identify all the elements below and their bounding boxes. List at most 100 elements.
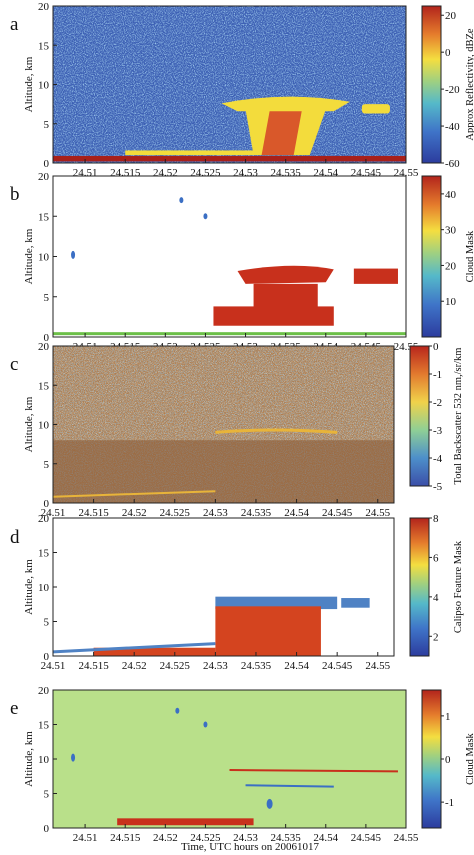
y-tick-label: 20 (38, 341, 50, 353)
colorbar (421, 5, 442, 164)
y-tick-label: 10 (38, 252, 50, 264)
panel-e-cloud-top (229, 769, 398, 773)
figure-xlabel: Time, UTC hours on 20061017 (181, 841, 320, 853)
panel-b-blob (71, 250, 76, 259)
panel-b-blob (179, 197, 184, 204)
x-tick-label: 24.53 (203, 507, 228, 519)
colorbar-tick-label: 20 (445, 10, 457, 22)
y-tick-label: 0 (44, 651, 50, 663)
x-tick-label: 24.55 (365, 660, 390, 672)
panel-c-cloud-top (215, 428, 338, 434)
colorbar-tick-label: -2 (433, 397, 442, 409)
colorbar-label: Approx Reflectivity, dBZe (465, 28, 474, 141)
panel-b-base (213, 306, 334, 326)
x-tick-label: 24.55 (365, 507, 390, 519)
y-tick-label: 15 (38, 211, 50, 223)
x-tick-label: 24.525 (190, 832, 221, 844)
x-tick-label: 24.54 (313, 832, 338, 844)
y-tick-label: 5 (44, 119, 50, 131)
x-tick-label: 24.53 (203, 660, 228, 672)
colorbar-tick-label: 8 (433, 513, 439, 525)
colorbar-label: Total Backscatter 532 nm,/sr/km (453, 348, 464, 485)
x-tick-label: 24.54 (284, 507, 309, 519)
panel-b-anvil (237, 265, 334, 284)
panel-d-low-cloud (93, 647, 216, 656)
colorbar (421, 175, 442, 338)
y-tick-label: 20 (38, 685, 50, 697)
panel-a-anvil (221, 96, 350, 112)
x-tick-label: 24.53 (233, 832, 258, 844)
panel-label: b (10, 184, 20, 205)
y-tick-label: 0 (44, 823, 50, 835)
panel-c-surface-layer (52, 490, 216, 498)
x-tick-label: 24.52 (153, 832, 178, 844)
y-tick-label: 15 (38, 40, 50, 52)
colorbar-label: Calipso Feature Mask (453, 540, 464, 633)
panel-e-layer (245, 784, 334, 788)
colorbar-tick-label: 0 (445, 754, 451, 766)
panel-e-low-cloud (117, 818, 254, 826)
x-tick-label: 24.535 (271, 832, 302, 844)
panel-d-cloud-top (215, 596, 338, 610)
panel-c-noise-upper (53, 346, 394, 441)
x-tick-label: 24.51 (41, 660, 66, 672)
colorbar-tick-label: 6 (433, 552, 439, 564)
panel-d-surface-layer (52, 642, 216, 654)
panel-d-column (215, 606, 321, 656)
x-tick-label: 24.51 (41, 507, 66, 519)
colorbar-tick-label: -5 (433, 481, 443, 493)
x-tick-label: 24.545 (322, 507, 353, 519)
x-tick-label: 24.52 (122, 507, 147, 519)
y-tick-label: 0 (44, 332, 50, 344)
colorbar-tick-label: -60 (445, 158, 460, 170)
y-tick-label: 5 (44, 292, 50, 304)
y-axis-label: Altitude, km (23, 228, 35, 284)
x-tick-label: 24.525 (160, 660, 191, 672)
colorbar-label: Cloud Mask (465, 230, 474, 282)
x-tick-label: 24.515 (78, 660, 109, 672)
panel-b-surface (53, 332, 406, 336)
colorbar-tick-label: -40 (445, 121, 460, 133)
colorbar-tick-label: 30 (445, 225, 457, 237)
panel-b: 0510152024.5124.51524.5224.52524.5324.53… (10, 171, 474, 353)
panel-e-blob (203, 721, 208, 728)
colorbar-tick-label: -1 (433, 369, 442, 381)
colorbar-tick-label: 0 (433, 341, 439, 353)
y-tick-label: 15 (38, 380, 50, 392)
x-tick-label: 24.52 (122, 660, 147, 672)
y-tick-label: 5 (44, 459, 50, 471)
colorbar-tick-label: 2 (433, 631, 439, 643)
panel-d-cloud-east (341, 598, 370, 608)
y-tick-label: 15 (38, 548, 50, 560)
y-tick-label: 10 (38, 582, 50, 594)
colorbar-tick-label: 1 (445, 711, 451, 723)
colorbar (409, 345, 430, 487)
y-tick-label: 10 (38, 420, 50, 432)
x-tick-label: 24.535 (241, 507, 272, 519)
y-tick-label: 5 (44, 789, 50, 801)
panel-c: 0 5 10 15 20 24.51 24.515 24.52 24.525 24.53 24.53… (10, 341, 464, 519)
panel-e-blob (71, 753, 76, 762)
x-tick-label: 24.54 (284, 660, 309, 672)
x-tick-label: 24.545 (351, 832, 382, 844)
x-tick-label: 24.535 (241, 660, 272, 672)
x-tick-label: 24.515 (110, 832, 141, 844)
colorbar-tick-label: 0 (445, 47, 451, 59)
panel-a-surface (53, 155, 406, 162)
panel-label: d (10, 527, 20, 548)
colorbar-tick-label: -3 (433, 425, 443, 437)
panel-a-cloud-east (361, 104, 390, 114)
colorbar (421, 689, 442, 829)
colorbar-tick-label: 4 (433, 592, 439, 604)
panel-label: e (10, 698, 18, 719)
x-tick-label: 24.55 (394, 832, 419, 844)
y-tick-label: 10 (38, 754, 50, 766)
colorbar-tick-label: -4 (433, 453, 443, 465)
y-axis-label: Altitude, km (23, 731, 35, 787)
panel-d: 0 5 10 15 20 24.51 24.515 24.52 24.525 24.53 24.53… (10, 513, 464, 672)
panel-e-blob (175, 707, 180, 714)
